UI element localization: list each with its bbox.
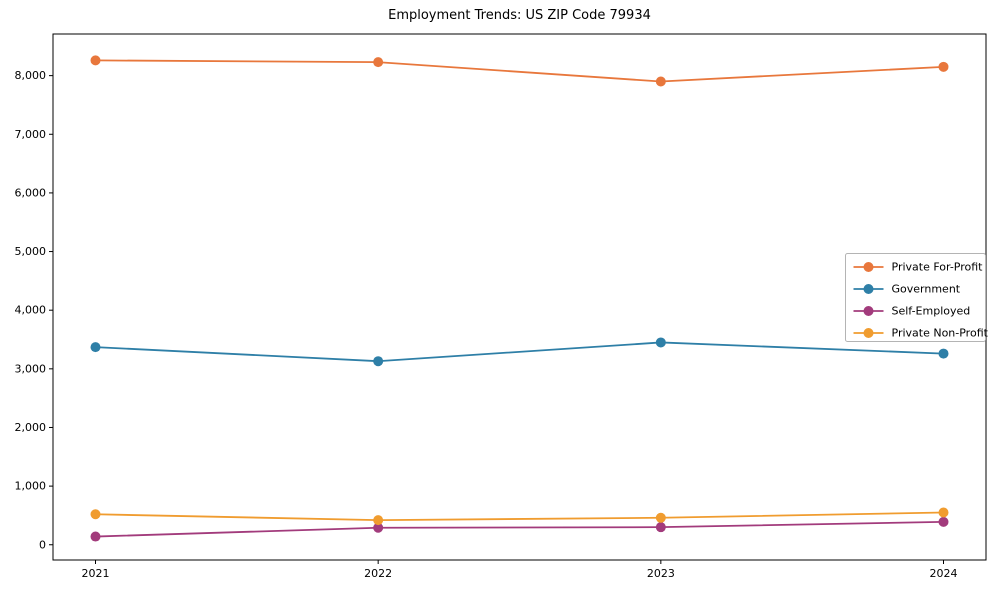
legend-label-private-non-profit: Private Non-Profit xyxy=(892,327,989,340)
data-point-private-non-profit xyxy=(655,512,666,523)
series-private-for-profit xyxy=(90,55,949,87)
series-line-self-employed xyxy=(95,520,944,538)
data-point-government xyxy=(655,337,666,348)
x-tick-label: 2022 xyxy=(364,567,392,580)
y-tick-label: 3,000 xyxy=(15,362,47,375)
x-tick-label: 2023 xyxy=(647,567,675,580)
x-tick-label: 2024 xyxy=(930,567,958,580)
series-self-employed xyxy=(90,516,949,542)
data-point-private-non-profit xyxy=(938,507,949,518)
data-point-private-for-profit xyxy=(373,57,384,68)
data-point-government xyxy=(373,356,384,367)
legend-marker-private-non-profit xyxy=(863,328,874,338)
legend-label-self-employed: Self-Employed xyxy=(892,305,971,318)
data-point-self-employed xyxy=(90,531,101,542)
y-tick-label: 0 xyxy=(39,538,46,551)
legend-label-private-for-profit: Private For-Profit xyxy=(892,261,984,274)
legend: Private For-Profit Government Self-Employe… xyxy=(845,253,989,342)
y-axis: 0 1,000 2,000 3,000 4,000 5,000 6,000 7,000 8,00… xyxy=(15,69,53,551)
data-point-private-for-profit xyxy=(655,76,666,87)
data-point-private-non-profit xyxy=(90,509,101,520)
y-tick-label: 2,000 xyxy=(15,421,47,434)
data-point-private-for-profit xyxy=(90,55,101,66)
series-line-private-for-profit xyxy=(95,59,944,83)
x-tick-label: 2021 xyxy=(82,567,110,580)
data-point-private-for-profit xyxy=(938,61,949,72)
legend-box xyxy=(845,253,986,342)
y-tick-label: 1,000 xyxy=(15,480,47,493)
y-tick-label: 5,000 xyxy=(15,245,47,258)
chart-title: Employment Trends: US ZIP Code 79934 xyxy=(388,8,651,23)
data-point-self-employed xyxy=(938,516,949,527)
data-point-government xyxy=(938,348,949,359)
x-axis: 2021 2022 2023 2024 xyxy=(82,560,958,580)
legend-label-government: Government xyxy=(892,283,961,296)
y-tick-label: 6,000 xyxy=(15,186,47,199)
data-point-self-employed xyxy=(655,522,666,533)
series-government xyxy=(90,337,949,367)
series-line-government xyxy=(95,341,944,363)
legend-marker-private-for-profit xyxy=(863,262,874,272)
y-tick-label: 7,000 xyxy=(15,128,47,141)
series-private-non-profit xyxy=(90,507,949,526)
data-point-government xyxy=(90,342,101,353)
legend-marker-government xyxy=(863,284,874,294)
data-point-private-non-profit xyxy=(373,515,384,526)
series-line-private-non-profit xyxy=(95,511,944,522)
data-point-self-employed xyxy=(373,522,384,533)
legend-marker-self-employed xyxy=(863,306,874,316)
y-tick-label: 8,000 xyxy=(15,69,47,82)
y-tick-label: 4,000 xyxy=(15,304,47,317)
